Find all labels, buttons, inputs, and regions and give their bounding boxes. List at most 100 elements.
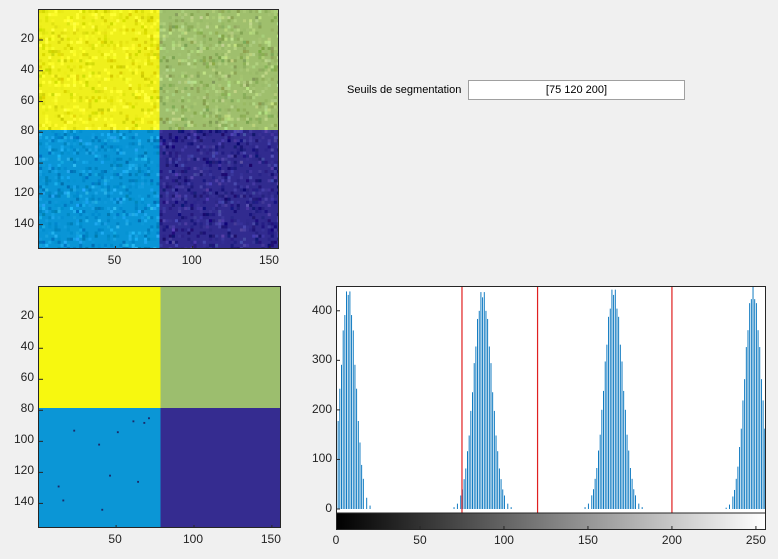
histogram-bar <box>760 379 762 509</box>
original-ytick-label: 60 <box>20 92 34 107</box>
histogram-bar <box>596 468 598 509</box>
histogram-bar <box>357 420 359 509</box>
segmented-region-bottom-right <box>160 408 280 527</box>
histogram-bars <box>336 286 766 509</box>
thresholds-label: Seuils de segmentation <box>347 84 462 96</box>
histogram-bar <box>354 364 356 509</box>
original-xtick-label: 50 <box>107 253 122 267</box>
histogram-bar <box>631 478 633 509</box>
histogram-bar <box>752 286 754 509</box>
histogram-bar <box>480 292 482 509</box>
histogram-bar <box>628 450 630 509</box>
histogram-bar <box>500 479 502 509</box>
histogram-bar <box>467 451 468 509</box>
histogram-bar <box>497 451 499 509</box>
histogram-bar <box>456 503 458 509</box>
histogram-bar <box>341 364 342 509</box>
original-ytick-label: 20 <box>20 31 34 45</box>
histogram-bar <box>598 450 599 509</box>
histogram-bar <box>754 299 756 509</box>
original-ytick-label: 100 <box>13 154 34 169</box>
histogram-bar <box>465 468 467 509</box>
original-noise <box>39 10 278 248</box>
original-ytick-label: 40 <box>20 61 34 76</box>
histogram-bar <box>477 318 479 509</box>
histogram-bar <box>463 479 465 509</box>
segmented-outliers <box>57 417 150 511</box>
segmented-region-top-right <box>160 287 280 408</box>
histogram-bar <box>725 507 727 509</box>
histogram-bar <box>492 392 494 509</box>
histogram-bar <box>369 505 371 509</box>
histogram-bar <box>609 308 611 509</box>
segmented-xtick-label: 100 <box>182 532 203 546</box>
histogram-bar <box>344 315 346 509</box>
histogram-bar <box>603 390 604 509</box>
histogram-bar <box>735 478 737 509</box>
histogram-bar <box>613 294 615 509</box>
histogram-bar <box>638 503 640 509</box>
histogram-bar <box>764 428 766 509</box>
segmented-ytick-label: 20 <box>20 308 34 323</box>
histogram-ytick-label: 100 <box>311 451 332 466</box>
histogram-ytick-label: 300 <box>311 352 332 367</box>
original-xtick-label: 100 <box>181 253 202 267</box>
original-xtick-label: 150 <box>258 253 279 267</box>
histogram-ytick-label: 200 <box>311 401 332 416</box>
histogram-bar <box>352 330 354 509</box>
histogram-bar <box>618 316 620 509</box>
histogram-chart <box>336 286 766 530</box>
histogram-bar <box>747 330 749 509</box>
original-image-axes <box>38 9 279 249</box>
histogram-bar <box>587 503 589 509</box>
histogram-bar <box>468 435 470 509</box>
histogram-axes <box>336 286 766 530</box>
histogram-bar <box>732 496 734 509</box>
histogram-ytick-label: 0 <box>325 501 332 515</box>
histogram-bar <box>604 361 606 509</box>
histogram-bar <box>591 495 593 509</box>
histogram-bar <box>742 400 744 509</box>
segmented-ytick-label: 40 <box>20 339 34 354</box>
segmented-image <box>38 286 281 528</box>
segmented-image-axes <box>38 286 281 528</box>
histogram-bar <box>762 400 764 509</box>
histogram-bar <box>592 489 594 509</box>
histogram-bar <box>623 390 625 509</box>
histogram-bar <box>495 435 497 509</box>
histogram-bar <box>757 330 759 509</box>
histogram-frame <box>336 286 766 530</box>
histogram-bar <box>502 489 504 509</box>
grayscale-colorbar <box>336 512 766 530</box>
histogram-bar <box>729 504 730 509</box>
histogram-bar <box>634 495 636 509</box>
segmented-ytick-label: 100 <box>13 432 34 447</box>
histogram-bar <box>349 291 351 509</box>
histogram-bar <box>482 297 484 509</box>
histogram-bar <box>745 347 747 509</box>
segmented-xtick-label: 50 <box>108 532 122 546</box>
histogram-xtick-label: 0 <box>332 533 340 547</box>
histogram-bar <box>359 442 361 509</box>
segmented-ytick-label: 60 <box>20 370 34 385</box>
histogram-bar <box>599 434 601 509</box>
histogram-bar <box>351 315 353 509</box>
histogram-bar <box>472 392 473 509</box>
histogram-bar <box>347 294 349 509</box>
histogram-bar <box>339 388 341 509</box>
histogram-xtick-label: 200 <box>661 533 682 547</box>
histogram-bar <box>366 497 368 509</box>
histogram-xtick-label: 50 <box>413 533 427 547</box>
thresholds-input[interactable] <box>468 80 685 100</box>
original-ytick-label: 140 <box>13 215 34 230</box>
histogram-bar <box>629 468 631 509</box>
histogram-bar <box>498 468 500 509</box>
histogram-bar <box>755 303 757 509</box>
histogram-bar <box>460 495 462 509</box>
histogram-bar <box>584 507 586 509</box>
histogram-xtick-label: 150 <box>577 533 598 547</box>
histogram-bar <box>608 316 610 509</box>
histogram-bar <box>337 420 339 509</box>
histogram-xtick-label: 100 <box>493 533 514 547</box>
histogram-bar <box>616 308 618 509</box>
